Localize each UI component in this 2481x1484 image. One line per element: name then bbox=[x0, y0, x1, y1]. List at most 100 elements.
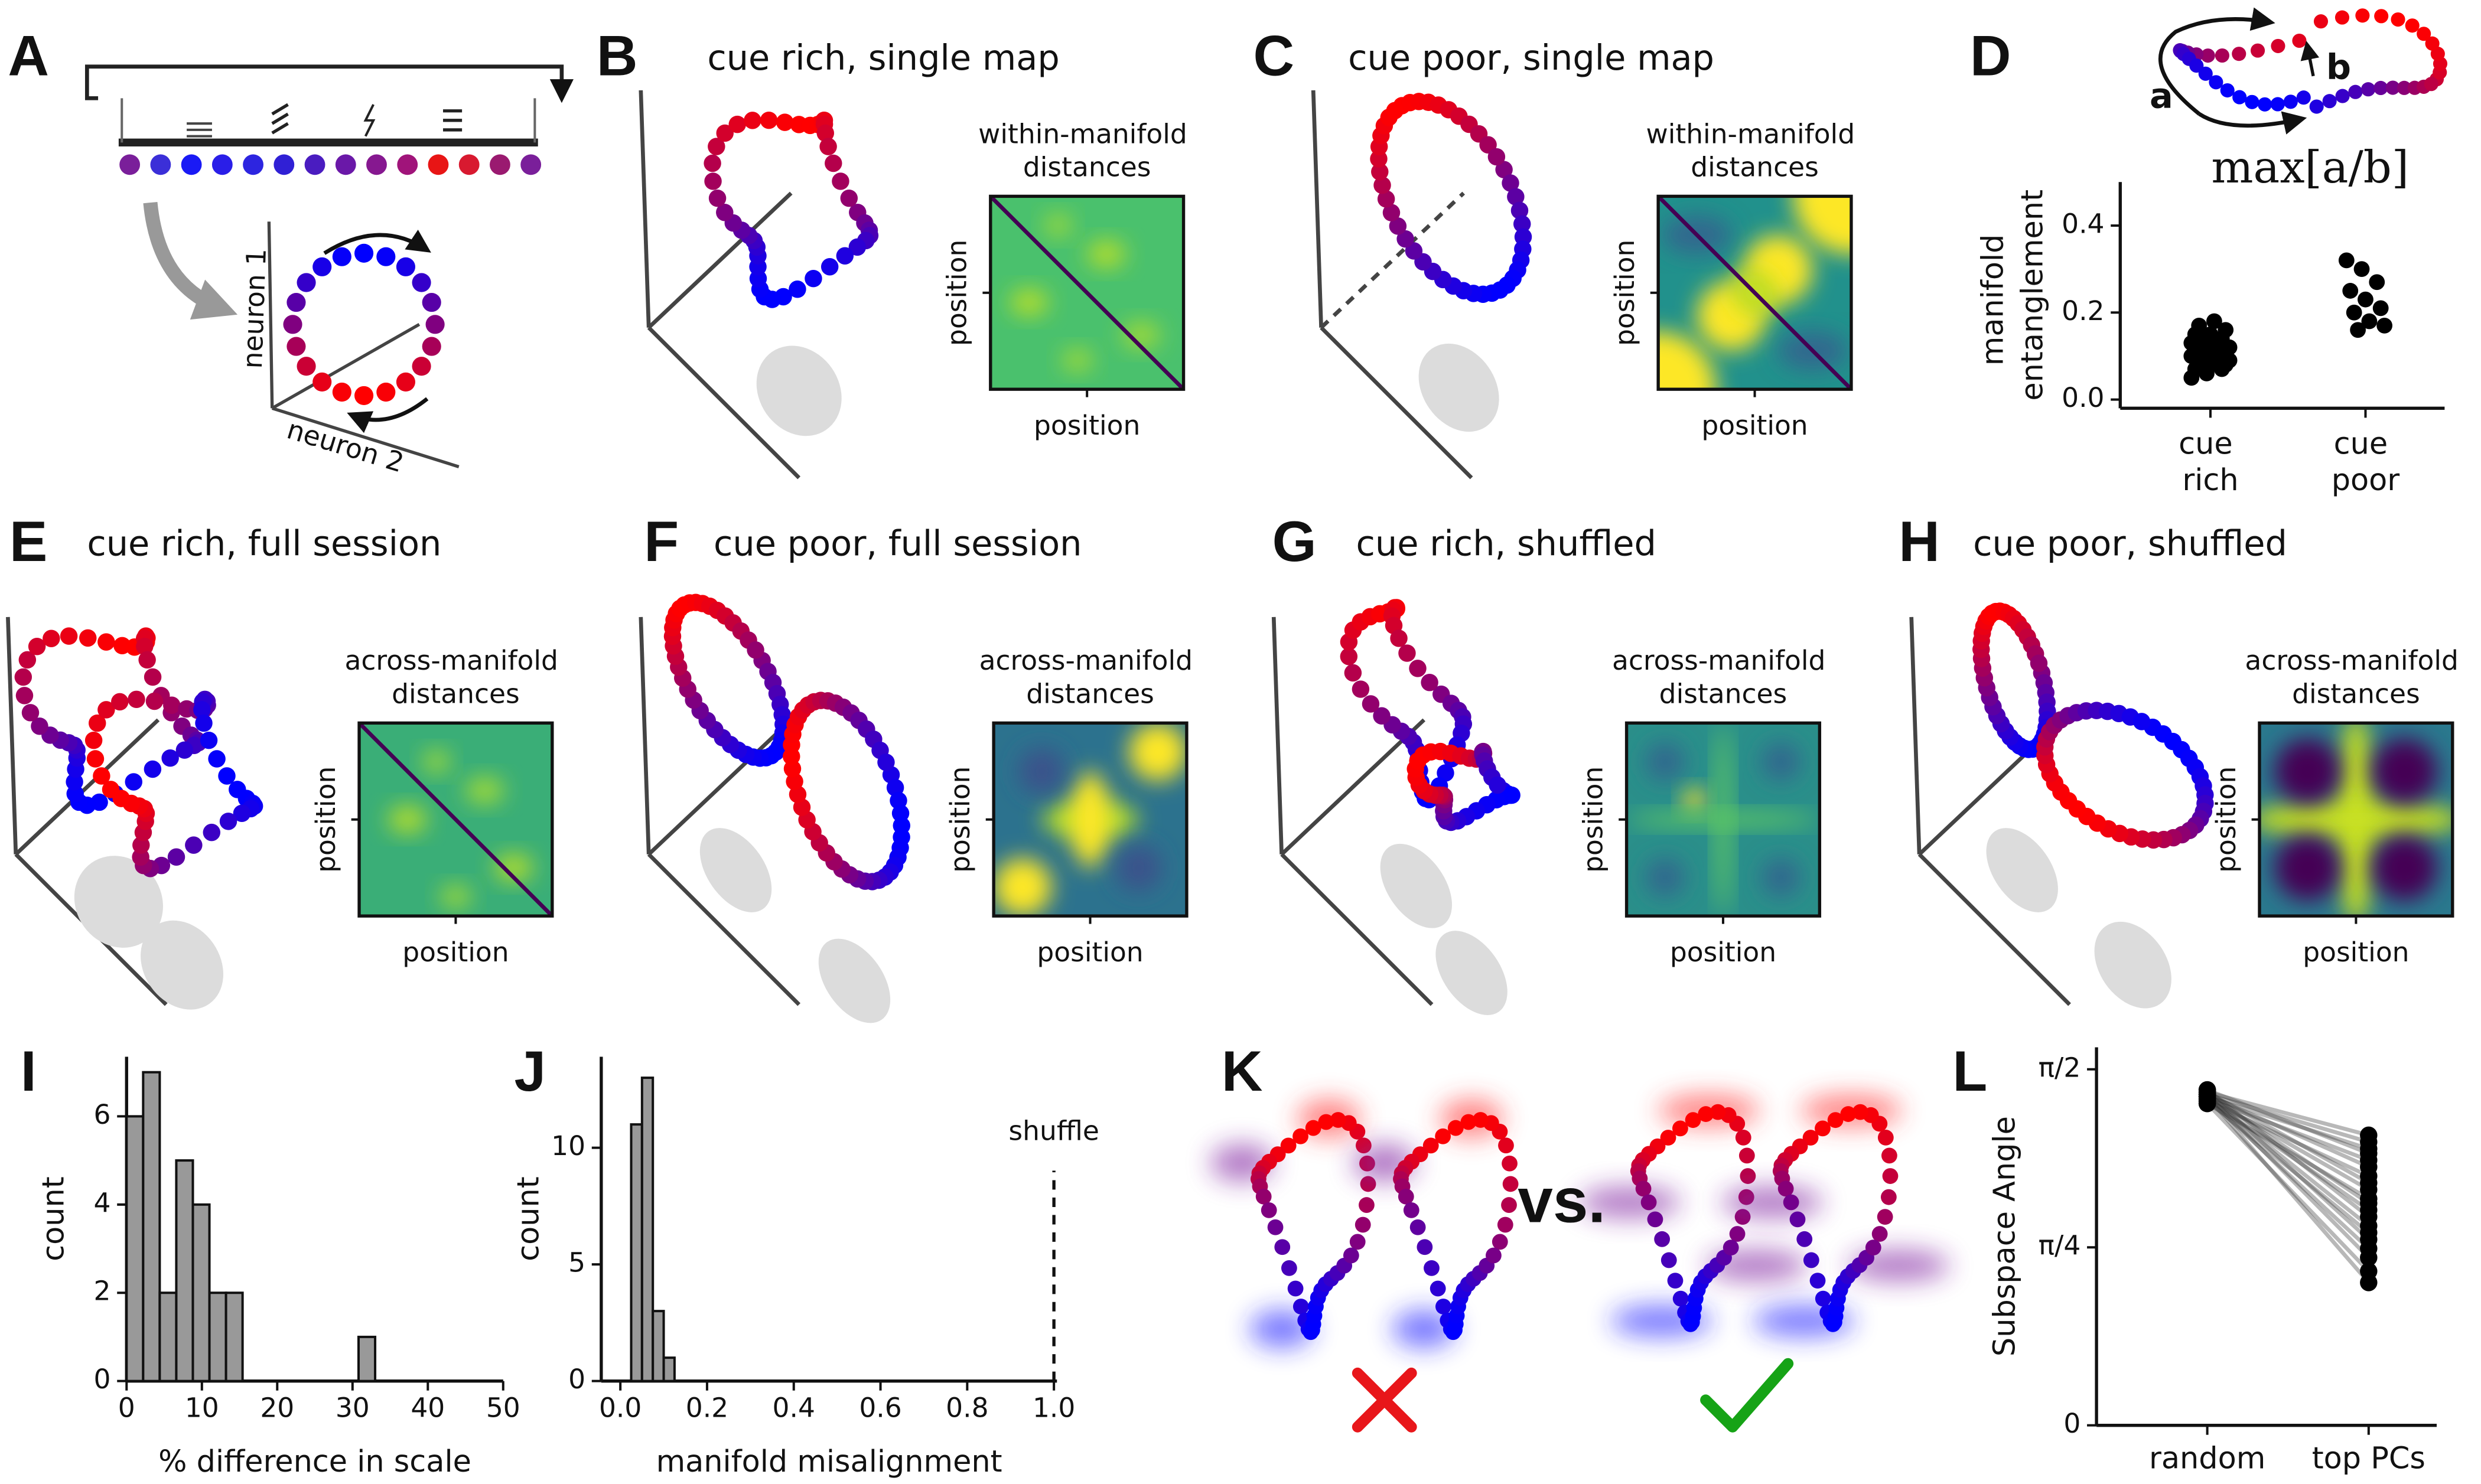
position-dot bbox=[520, 154, 542, 175]
ring-dot bbox=[312, 257, 332, 276]
panel-title: cue rich, full session bbox=[87, 523, 441, 563]
ring-dot bbox=[297, 273, 316, 292]
diagram-dot bbox=[2335, 89, 2350, 103]
manifold-dot bbox=[195, 714, 213, 732]
y-axis-label: position bbox=[310, 767, 341, 873]
y-tick-label: 0 bbox=[94, 1364, 111, 1395]
manifold-dot bbox=[66, 773, 83, 791]
manifold-dot bbox=[1502, 1155, 1518, 1172]
heatmap-title: across-manifold distances bbox=[1612, 645, 1834, 709]
diagram-dot bbox=[2250, 43, 2265, 58]
diagram-dot bbox=[2335, 10, 2350, 25]
manifold-dot bbox=[1389, 217, 1407, 235]
manifold-dot bbox=[1305, 1120, 1321, 1136]
manifold-shadow bbox=[1418, 343, 1499, 432]
manifold-dot bbox=[1783, 1194, 1799, 1211]
x-axis-label: position bbox=[402, 937, 509, 968]
manifold-dot bbox=[185, 836, 203, 854]
manifold-dot bbox=[1398, 1188, 1414, 1205]
diagram-dot bbox=[2283, 94, 2298, 109]
x-tick-label: 20 bbox=[260, 1392, 294, 1423]
heatmap-diagonal bbox=[990, 196, 1184, 390]
diagram-label: a bbox=[2150, 75, 2173, 116]
manifold-dot bbox=[43, 630, 60, 647]
position-dot bbox=[211, 154, 233, 175]
data-point bbox=[2360, 1248, 2378, 1267]
histogram-bar bbox=[224, 1291, 244, 1382]
pair-line bbox=[2206, 1090, 2369, 1137]
manifold-dot bbox=[219, 813, 237, 830]
manifold-dot bbox=[1424, 1260, 1440, 1276]
position-dot bbox=[150, 154, 171, 175]
diagram-dot bbox=[2391, 12, 2405, 27]
diagram-dot bbox=[2270, 97, 2285, 112]
ring-dot bbox=[354, 243, 374, 263]
manifold-dot bbox=[1640, 1194, 1657, 1211]
glow bbox=[1721, 1186, 1823, 1218]
manifold-dot bbox=[1422, 1137, 1439, 1154]
manifold-dot bbox=[877, 754, 895, 771]
manifold-dot bbox=[1409, 1219, 1426, 1235]
manifold-dot bbox=[1421, 673, 1438, 692]
manifold-dot bbox=[1362, 695, 1380, 713]
manifold-dot bbox=[1809, 1273, 1826, 1289]
ring-dot bbox=[396, 257, 415, 276]
panel-k-icons bbox=[1352, 1358, 1794, 1433]
manifold-dot bbox=[1827, 1112, 1844, 1129]
heatmap-blob bbox=[1762, 742, 1800, 781]
panel-title: cue poor, full session bbox=[714, 523, 1082, 563]
data-point bbox=[2346, 304, 2362, 321]
manifold-dot bbox=[15, 687, 34, 705]
pair-line bbox=[2206, 1090, 2370, 1185]
x-tick-label: cue rich bbox=[2179, 426, 2242, 498]
manifold-dot bbox=[716, 203, 734, 221]
panel-label: D bbox=[1970, 25, 2011, 88]
x-axis-label: position bbox=[1670, 937, 1776, 968]
ring-dot bbox=[376, 382, 396, 402]
diagram-dot bbox=[2215, 48, 2229, 63]
manifold-dot bbox=[1349, 1234, 1366, 1250]
manifold-dot bbox=[1359, 1197, 1375, 1213]
manifold-dot bbox=[1815, 1290, 1831, 1307]
manifold-dot bbox=[848, 238, 867, 256]
ring-dot bbox=[297, 357, 316, 376]
ring-dot bbox=[283, 315, 302, 334]
manifold-dot bbox=[1735, 1129, 1751, 1146]
manifold-dot bbox=[1660, 1252, 1677, 1268]
manifold-dot bbox=[1882, 1168, 1899, 1184]
manifold-dot bbox=[1430, 1280, 1446, 1297]
x-tick-label: 0.8 bbox=[946, 1392, 988, 1423]
x-tick-label: 10 bbox=[185, 1392, 219, 1423]
y-axis-label: position bbox=[942, 240, 973, 346]
diagram-arrow bbox=[2300, 40, 2320, 77]
x-tick-label: 0.2 bbox=[686, 1392, 728, 1423]
manifold-dot bbox=[1403, 1202, 1419, 1218]
diagram-dot bbox=[2200, 48, 2215, 63]
manifold-dot bbox=[1487, 148, 1506, 166]
x-tick-label: top PCs bbox=[2312, 1441, 2425, 1476]
manifold-dot bbox=[1371, 163, 1389, 181]
diagram-dot bbox=[2313, 14, 2329, 29]
axis-3d bbox=[1320, 326, 1473, 480]
axis-3d bbox=[6, 617, 18, 854]
heatmap-title: across-manifold distances bbox=[344, 645, 566, 709]
diagram-dot bbox=[2424, 77, 2438, 92]
ring-dot bbox=[354, 386, 374, 405]
ring-dot bbox=[412, 357, 431, 376]
x-tick-label: 0.4 bbox=[773, 1392, 815, 1423]
manifold-dot bbox=[1447, 1120, 1464, 1136]
heatmap-blob bbox=[1018, 748, 1066, 795]
heatmap-blob bbox=[1070, 771, 1110, 868]
axis-3d bbox=[1311, 90, 1323, 328]
data-point bbox=[2338, 252, 2355, 269]
manifold-dot bbox=[1390, 630, 1408, 647]
x-axis-label: position bbox=[1701, 410, 1808, 441]
manifold-dot bbox=[747, 641, 764, 659]
axis-3d bbox=[639, 617, 651, 854]
manifold-shadow bbox=[1435, 931, 1508, 1015]
heatmap-blob bbox=[1762, 858, 1800, 897]
manifold-dot bbox=[776, 113, 794, 131]
manifold-dot bbox=[79, 629, 97, 647]
manifold-dot bbox=[1409, 660, 1427, 677]
y-tick-label: 0.4 bbox=[2062, 208, 2104, 239]
